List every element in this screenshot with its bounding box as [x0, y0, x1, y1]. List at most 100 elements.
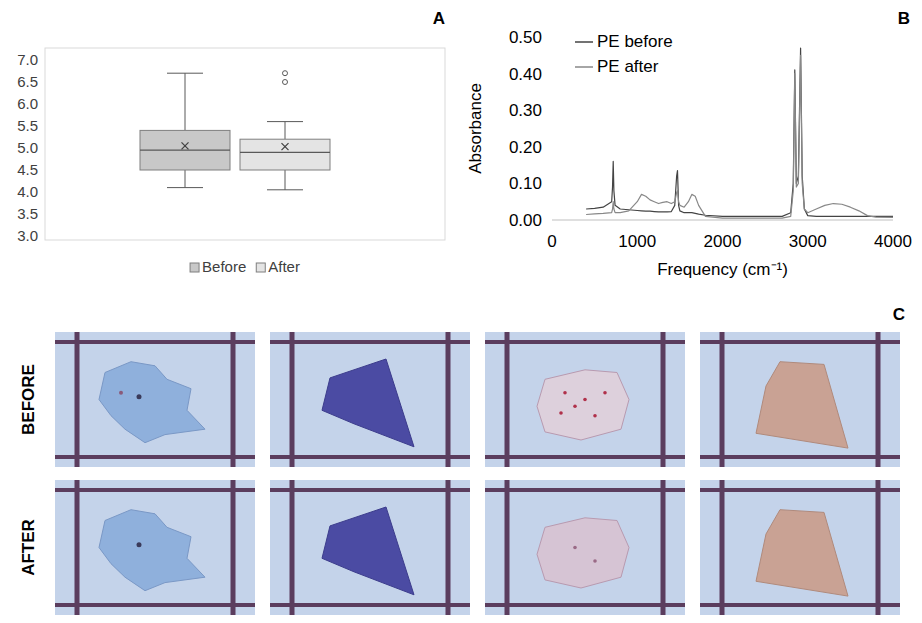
grid-bar [720, 480, 725, 615]
y-tick-label: 5.0 [17, 139, 38, 156]
speck [573, 546, 577, 550]
photo [485, 480, 685, 615]
y-tick-label: 0.40 [509, 65, 542, 84]
fragment [537, 370, 629, 440]
photo [485, 332, 685, 467]
grid-bar [270, 603, 470, 607]
upper-whisker [185, 73, 186, 130]
legend-swatch [190, 263, 199, 272]
grid-bar [270, 340, 470, 344]
x-axis-line [552, 220, 893, 221]
grid-bar [55, 340, 255, 344]
mean-stroke [182, 142, 189, 149]
outlier [283, 71, 288, 76]
speck [593, 559, 597, 563]
x-tick-label: 4000 [874, 232, 912, 251]
grid-bar [700, 455, 900, 459]
x-tick-label: 0 [547, 232, 556, 251]
y-axis-title: Absorbance [466, 83, 485, 174]
grid-bar [485, 488, 685, 492]
photo [270, 332, 470, 467]
whisker-cap [267, 121, 303, 122]
panel-a: A3.03.54.04.55.05.56.06.57.0BeforeAfter [17, 9, 445, 275]
upper-whisker [285, 122, 286, 140]
grid-bar [55, 603, 255, 607]
row-label: BEFORE [19, 364, 38, 435]
grid-bar [720, 332, 725, 467]
speck [593, 414, 597, 418]
median [240, 152, 330, 153]
y-tick-label: 0.30 [509, 101, 542, 120]
plot-frame [45, 48, 445, 240]
grid-bar [270, 488, 470, 492]
grid-bar [55, 488, 255, 492]
grid-bar [231, 480, 236, 615]
grid-bar [290, 332, 295, 467]
grid-bar [446, 332, 451, 467]
speck [559, 411, 563, 415]
grid-bar [231, 332, 236, 467]
y-tick-label: 4.0 [17, 183, 38, 200]
grid-bar [700, 340, 900, 344]
grid-bar [661, 332, 666, 467]
legend-swatch [256, 263, 265, 272]
grid-bar [505, 332, 510, 467]
mean-marker [182, 142, 189, 149]
grid-bar [876, 480, 881, 615]
grid-bar [505, 480, 510, 615]
grid-bar [446, 480, 451, 615]
speck [137, 542, 142, 547]
legend: PE beforePE after [575, 32, 673, 76]
photo-background [700, 332, 900, 467]
mean-marker [282, 143, 289, 150]
photo [700, 332, 900, 467]
y-tick-label: 0.00 [509, 211, 542, 230]
y-tick-label: 3.5 [17, 205, 38, 222]
whisker-cap [167, 73, 203, 74]
grid-bar [700, 488, 900, 492]
legend-label: After [268, 258, 300, 275]
box [240, 139, 330, 170]
grid-bar [55, 455, 255, 459]
speck [137, 394, 142, 399]
x-tick-label: 2000 [704, 232, 742, 251]
grid-bar [700, 603, 900, 607]
speck [119, 391, 123, 395]
y-tick-label: 7.0 [17, 51, 38, 68]
grid-bar [485, 340, 685, 344]
legend: BeforeAfter [190, 258, 300, 275]
photo-background [55, 480, 255, 615]
fragment [322, 359, 414, 447]
grid-bar [485, 603, 685, 607]
y-tick-label: 0.20 [509, 138, 542, 157]
fragment [756, 362, 848, 448]
lower-whisker [185, 170, 186, 188]
x-tick-label: 1000 [618, 232, 656, 251]
panel-letter: B [898, 9, 910, 28]
photo-background [270, 480, 470, 615]
fragment [322, 507, 414, 595]
fragment [537, 518, 629, 588]
photo-background [485, 480, 685, 615]
grid-bar [290, 480, 295, 615]
median [140, 150, 230, 151]
speck [573, 404, 577, 408]
mean-stroke [182, 142, 189, 149]
photo-background [485, 332, 685, 467]
fragment [756, 510, 848, 596]
grid-bar [75, 480, 80, 615]
speck [583, 398, 587, 402]
grid-bar [75, 332, 80, 467]
y-tick-label: 3.0 [17, 227, 38, 244]
y-tick-label: 6.5 [17, 73, 38, 90]
photo [55, 332, 255, 467]
fragment [99, 362, 205, 443]
lower-whisker [285, 170, 286, 190]
grid-bar [876, 332, 881, 467]
box-marks [140, 71, 330, 190]
row-label: AFTER [19, 519, 38, 576]
panel-b: B0.000.100.200.300.400.50010002000300040… [466, 9, 912, 279]
photo [700, 480, 900, 615]
panel-letter: C [893, 305, 905, 324]
photo [270, 480, 470, 615]
